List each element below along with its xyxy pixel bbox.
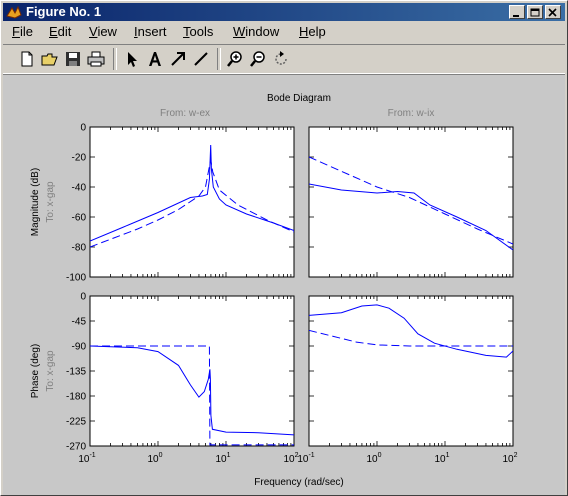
series-dashed-mag_wex [90,159,294,248]
column-label-wix: From: w-ix [388,108,435,119]
close-icon [548,8,557,17]
insert-line-button[interactable] [191,49,211,69]
row-label-magnitude: To: x-gap [45,181,56,223]
series-solid-phase_wex [90,345,294,436]
y-tick-label: -40 [72,183,87,194]
rotate-3d-icon [275,51,287,65]
x-tick-label: 100 [147,452,162,465]
zoom-in-icon [227,51,242,67]
minimize-icon [513,15,519,17]
zoom-out-icon [250,51,265,67]
menu-view[interactable]: View [89,24,117,39]
insert-arrow-icon [171,52,185,66]
phase-axis-label: Phase (deg) [30,344,41,398]
close-button[interactable] [545,5,561,19]
print-button[interactable] [86,49,106,69]
series-solid-mag_wix [309,183,513,251]
open-file-icon [41,53,58,66]
matlab-logo-icon [6,4,22,20]
series-solid-phase_wix [309,304,513,358]
maximize-button[interactable] [527,5,543,19]
insert-text-button[interactable] [145,49,165,69]
x-tick-label: 10-1 [78,452,95,465]
menu-file[interactable]: File [12,24,33,39]
minimize-button[interactable] [509,5,525,19]
y-tick-label: -225 [66,417,86,428]
axes-mag_wix[interactable] [308,126,514,278]
rotate-3d-button[interactable] [271,49,291,69]
save-button[interactable] [63,49,83,69]
new-figure-icon [21,51,33,67]
zoom-in-button[interactable] [225,49,245,69]
figure-canvas: Bode Diagram From: w-ex From: w-ix Frequ… [3,74,565,495]
x-tick-label: 100 [366,452,381,465]
x-tick-label: 101 [434,452,449,465]
x-tick-label: 10-1 [297,452,314,465]
axes-mag_wex[interactable] [89,126,295,278]
x-tick-label: 101 [215,452,230,465]
y-tick-label: 0 [80,123,86,134]
y-tick-label: -20 [72,153,87,164]
y-tick-label: -90 [72,342,87,353]
maximize-icon [530,8,540,17]
magnitude-axis-label: Magnitude (dB) [30,168,41,236]
y-tick-label: -135 [66,367,86,378]
print-icon [87,51,105,67]
y-tick-label: -270 [66,442,86,453]
menu-tools[interactable]: Tools [183,24,214,39]
menu-window[interactable]: Window [233,24,280,39]
y-tick-label: -80 [72,243,87,254]
chart-title: Bode Diagram [267,93,331,104]
insert-text-icon [149,52,161,66]
axes-phase_wix[interactable] [308,295,514,447]
window-title: Figure No. 1 [26,4,102,19]
select-button[interactable] [122,49,142,69]
column-label-wex: From: w-ex [160,108,210,119]
series-solid-mag_wex [90,144,294,242]
insert-arrow-button[interactable] [168,49,188,69]
toolbar-separator [113,48,117,70]
toolbar-separator [217,48,221,70]
save-icon [66,52,80,66]
axes-phase_wex[interactable] [89,295,295,447]
series-dashed-mag_wix [309,156,513,245]
menu-insert[interactable]: Insert [134,24,167,39]
y-tick-label: -180 [66,392,86,403]
title-bar[interactable]: Figure No. 1 [3,3,565,21]
y-tick-label: -100 [66,273,86,284]
select-arrow-icon [128,52,137,67]
x-tick-label: 102 [283,452,298,465]
menu-help[interactable]: Help [299,24,326,39]
open-file-button[interactable] [40,49,60,69]
series-dashed-phase_wex [90,345,294,446]
bode-plot[interactable]: Bode Diagram From: w-ex From: w-ix Frequ… [3,75,565,495]
y-tick-label: 0 [80,292,86,303]
menu-edit[interactable]: Edit [49,24,72,39]
zoom-out-button[interactable] [248,49,268,69]
toolbar [3,44,565,74]
y-tick-label: -60 [72,213,87,224]
x-axis-label: Frequency (rad/sec) [254,477,343,488]
menu-bar: File Edit View Insert Tools Window Help [3,22,565,42]
y-tick-label: -45 [72,317,87,328]
row-label-phase: To: x-gap [45,350,56,392]
new-figure-button[interactable] [17,49,37,69]
insert-line-icon [194,52,208,66]
x-tick-label: 102 [502,452,517,465]
